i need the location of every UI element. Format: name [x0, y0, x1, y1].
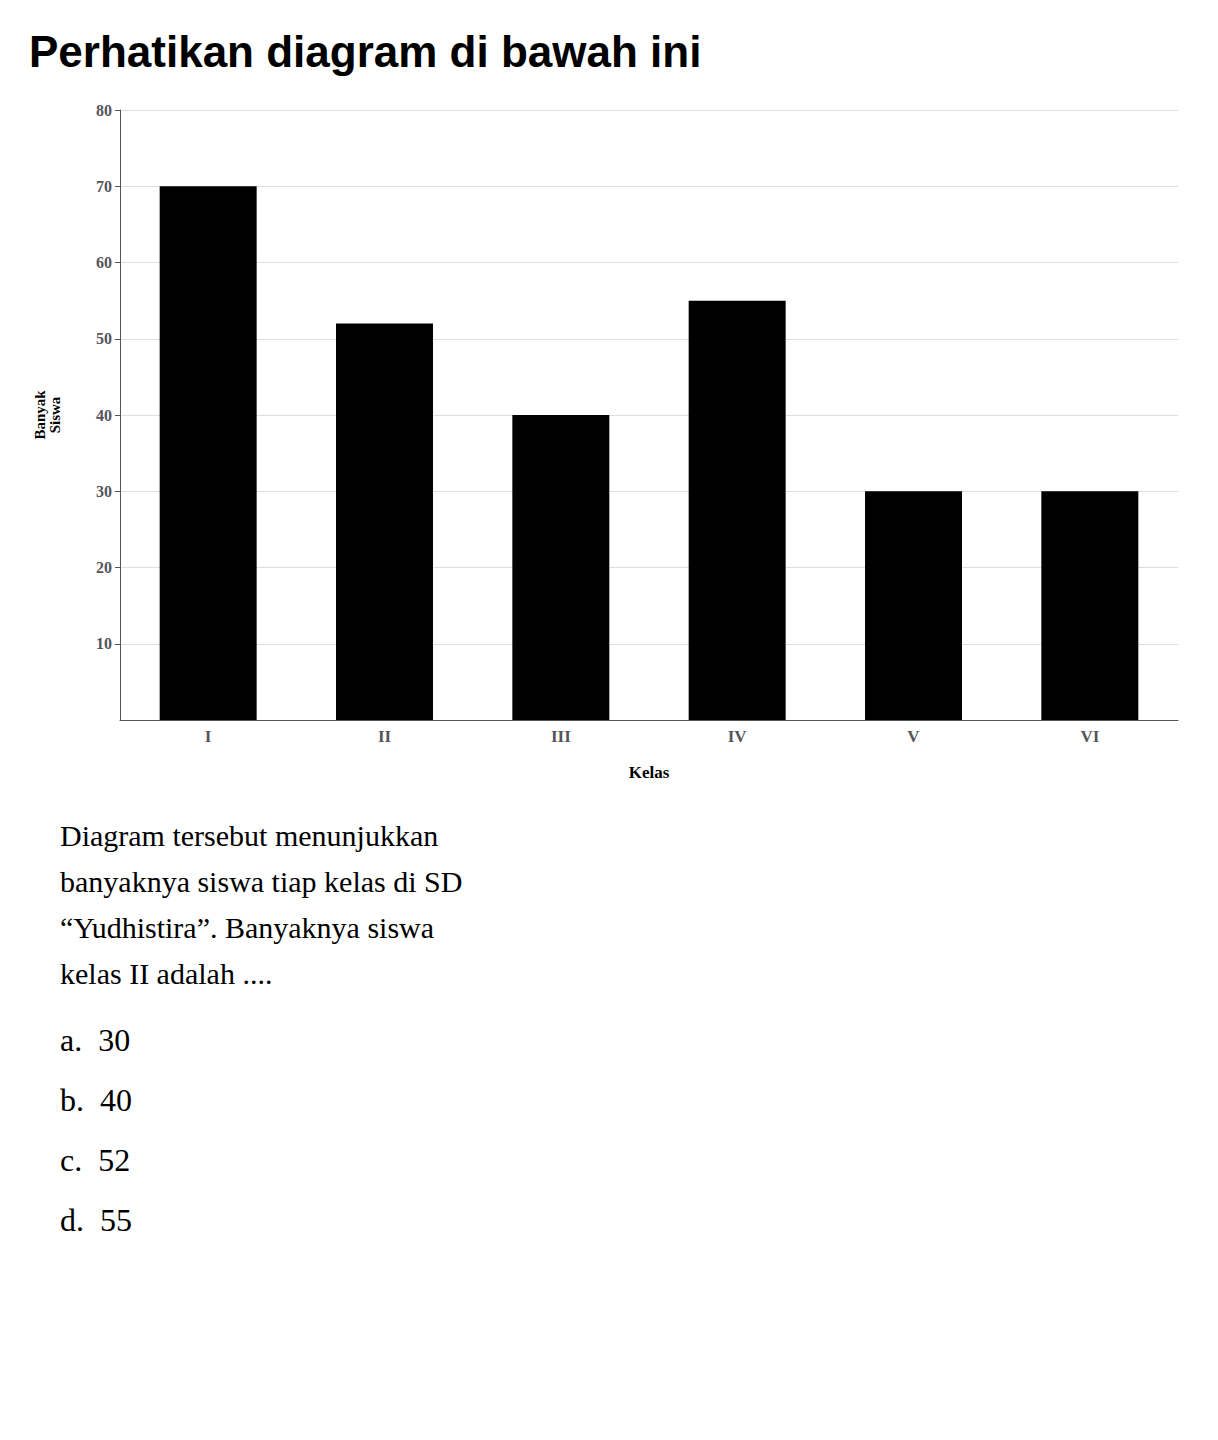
svg-text:Kelas: Kelas: [629, 763, 670, 782]
svg-text:banyaknya siswa tiap kelas di: banyaknya siswa tiap kelas di SD: [60, 865, 462, 898]
svg-text:50: 50: [96, 330, 112, 347]
svg-text:IV: IV: [728, 727, 748, 746]
svg-text:30: 30: [96, 483, 112, 500]
svg-text:kelas II adalah ....: kelas II adalah ....: [60, 957, 272, 990]
svg-text:VI: VI: [1080, 727, 1099, 746]
svg-text:a. 30: a. 30: [60, 1022, 130, 1058]
svg-text:b. 40: b. 40: [60, 1082, 132, 1118]
svg-text:70: 70: [96, 178, 112, 195]
svg-text:V: V: [907, 727, 920, 746]
svg-text:“Yudhistira”. Banyaknya siswa: “Yudhistira”. Banyaknya siswa: [60, 911, 434, 944]
svg-text:20: 20: [96, 559, 112, 576]
svg-text:I: I: [205, 727, 212, 746]
svg-text:Siswa: Siswa: [47, 396, 63, 433]
svg-text:10: 10: [96, 635, 112, 652]
svg-text:Banyak: Banyak: [32, 390, 48, 440]
svg-text:d. 55: d. 55: [60, 1202, 132, 1238]
svg-text:60: 60: [96, 254, 112, 271]
svg-text:II: II: [378, 727, 392, 746]
svg-text:80: 80: [96, 102, 112, 119]
svg-text:Diagram tersebut menunjukkan: Diagram tersebut menunjukkan: [60, 819, 438, 852]
svg-text:40: 40: [96, 407, 112, 424]
svg-text:Perhatikan diagram di bawah in: Perhatikan diagram di bawah ini: [29, 27, 701, 76]
svg-text:III: III: [551, 727, 571, 746]
svg-text:c. 52: c. 52: [60, 1142, 130, 1178]
